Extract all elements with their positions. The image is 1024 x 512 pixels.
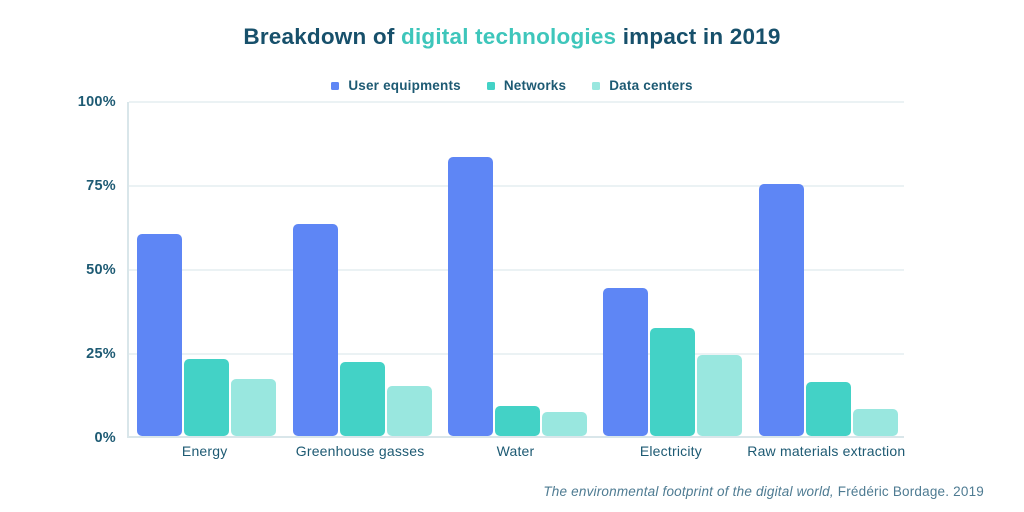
source-citation: The environmental footprint of the digit…	[543, 484, 984, 499]
bar-data-centers-energy	[231, 378, 277, 436]
gridline-75	[129, 185, 904, 187]
legend-swatch-user-equipments-icon	[331, 81, 340, 90]
gridline-25	[129, 353, 904, 355]
bar-data-centers-greenhouse-gasses	[386, 385, 432, 436]
bar-data-centers-raw-materials-extraction	[852, 409, 898, 436]
x-tick-label-water: Water	[496, 443, 535, 459]
legend-item-data-centers: Data centers	[592, 78, 692, 93]
bar-user-equipments-greenhouse-gasses	[292, 224, 338, 436]
y-tick-label-75: 75%	[86, 178, 116, 194]
bar-networks-electricity	[650, 328, 696, 436]
bar-data-centers-water	[542, 412, 587, 436]
page-title-suffix: impact in 2019	[616, 24, 781, 49]
bar-networks-raw-materials-extraction	[805, 382, 851, 436]
y-tick-label-100: 100%	[77, 94, 116, 110]
bar-data-centers-electricity	[697, 355, 743, 436]
bar-user-equipments-energy	[137, 234, 183, 436]
bar-user-equipments-electricity	[603, 288, 649, 436]
x-tick-label-raw-materials-extraction: Raw materials extraction	[747, 443, 906, 459]
source-title: The environmental footprint of the digit…	[543, 484, 834, 499]
y-tick-label-25: 25%	[86, 346, 116, 362]
x-tick-label-greenhouse-gasses: Greenhouse gasses	[295, 443, 425, 459]
legend-swatch-data-centers-icon	[592, 81, 601, 90]
bar-networks-greenhouse-gasses	[339, 362, 385, 436]
gridline-100	[129, 101, 904, 103]
bar-user-equipments-water	[448, 157, 493, 436]
legend-item-user-equipments: User equipments	[331, 78, 461, 93]
legend-item-networks: Networks	[486, 78, 567, 93]
x-axis: Energy Greenhouse gasses Water Electricity R…	[127, 443, 906, 463]
bar-networks-water	[495, 405, 540, 436]
source-author: Frédéric Bordage. 2019	[833, 484, 984, 499]
bar-networks-energy	[184, 358, 230, 436]
plot-area	[127, 101, 904, 438]
x-tick-label-electricity: Electricity	[639, 443, 702, 459]
chart-legend: User equipments Networks Data centers	[0, 78, 1024, 93]
x-tick-label-energy: Energy	[181, 443, 228, 459]
gridline-50	[129, 269, 904, 271]
page-title-prefix: Breakdown of	[243, 24, 401, 49]
bar-user-equipments-raw-materials-extraction	[758, 184, 804, 436]
legend-label-user-equipments: User equipments	[348, 78, 461, 93]
y-axis: 0% 25% 50% 75% 100%	[0, 94, 116, 446]
page-title-highlight: digital technologies	[401, 24, 617, 49]
legend-label-data-centers: Data centers	[609, 78, 693, 93]
y-tick-label-50: 50%	[86, 262, 116, 278]
page-title: Breakdown of digital technologies impact…	[0, 24, 1024, 50]
legend-label-networks: Networks	[503, 78, 567, 93]
legend-swatch-networks-icon	[486, 81, 495, 90]
y-tick-label-0: 0%	[94, 430, 116, 446]
